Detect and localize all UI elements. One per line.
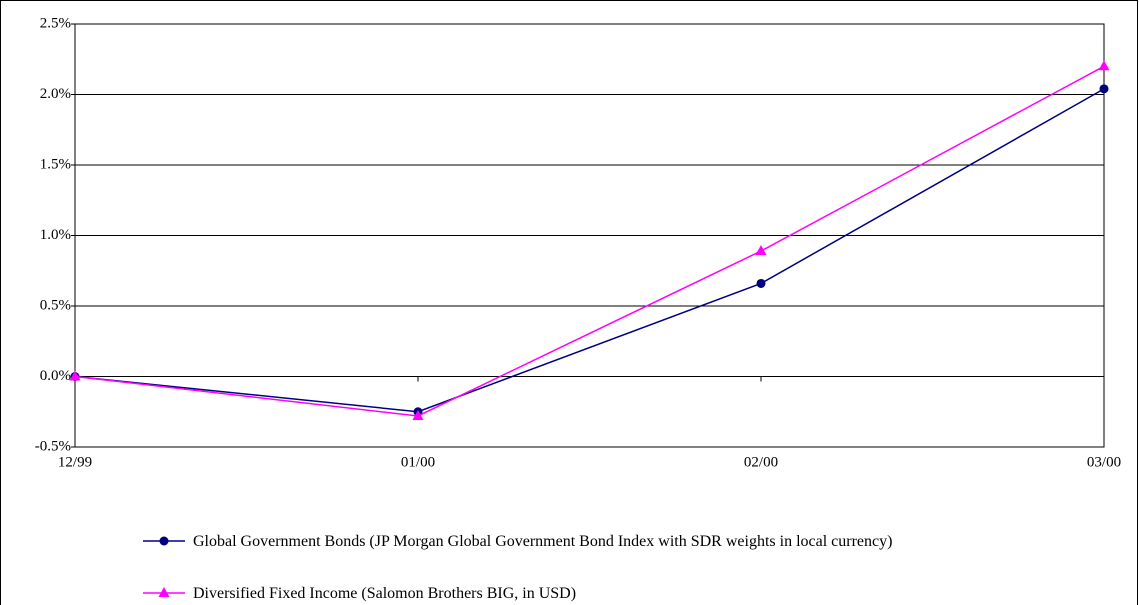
legend-label: Diversified Fixed Income (Salomon Brothe…: [193, 585, 577, 602]
x-tick-label: 01/00: [401, 454, 435, 470]
y-tick-label: -0.5%: [35, 438, 71, 454]
y-tick-label: 0.5%: [40, 297, 71, 313]
data-point: [412, 409, 424, 420]
data-point: [1098, 60, 1110, 71]
x-tick-label: 02/00: [744, 454, 778, 470]
data-point: [755, 245, 767, 256]
legend-marker: [158, 587, 170, 597]
series-line: [74, 88, 1105, 413]
series-line: [74, 65, 1105, 417]
data-point: [756, 278, 766, 288]
x-tick-label: 03/00: [1087, 454, 1121, 470]
y-tick-label: 1.5%: [40, 156, 71, 172]
legend-marker: [159, 536, 169, 546]
data-point: [69, 370, 81, 381]
x-tick-label: 12/99: [58, 454, 92, 470]
legend-label: Global Government Bonds (JP Morgan Globa…: [193, 533, 893, 550]
y-tick-label: 2.5%: [40, 15, 71, 31]
y-tick-label: 2.0%: [40, 86, 71, 102]
y-tick-label: 1.0%: [40, 227, 71, 243]
y-tick-label: 0.0%: [40, 368, 71, 384]
data-point: [1099, 84, 1109, 94]
